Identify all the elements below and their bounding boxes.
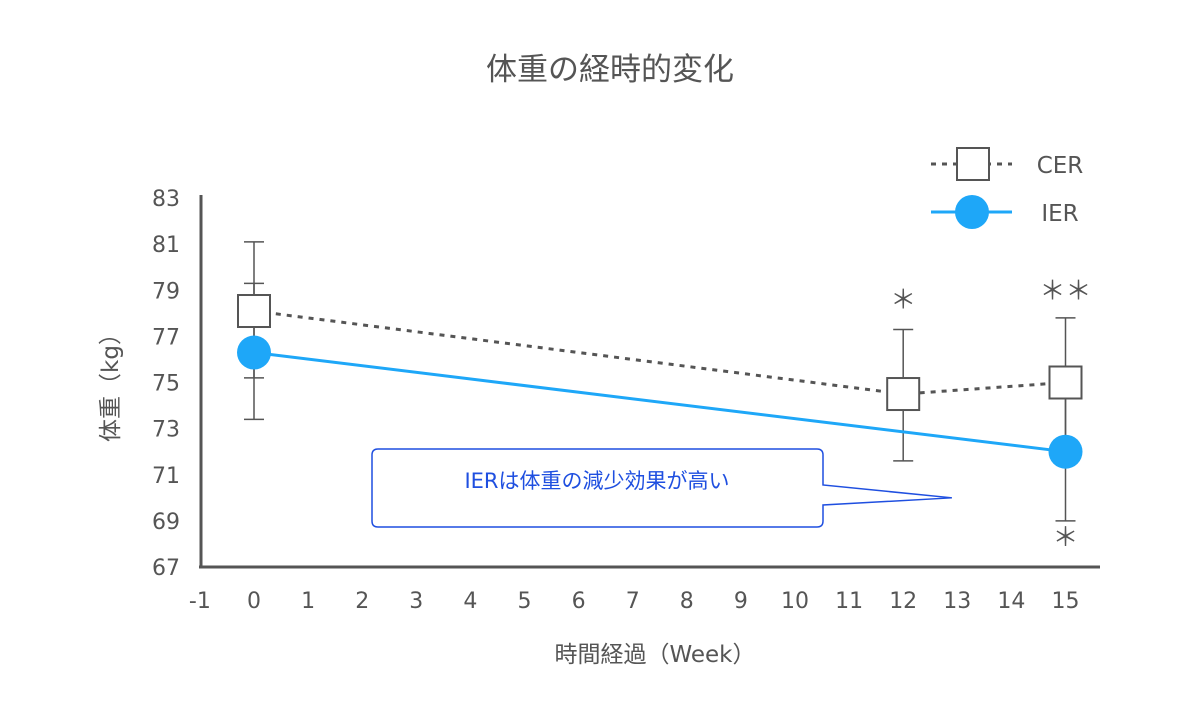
legend: CER IER bbox=[931, 147, 1084, 229]
y-tick-label: 67 bbox=[152, 556, 180, 581]
x-tick-label: 0 bbox=[247, 589, 261, 614]
y-tick-label: 79 bbox=[152, 279, 180, 304]
x-tick-labels: -1 0 1 2 3 4 5 6 7 8 9 10 11 12 13 14 15 bbox=[189, 589, 1080, 614]
y-tick-label: 77 bbox=[152, 325, 180, 350]
x-tick-label: 3 bbox=[409, 589, 423, 614]
legend-ier-label: IER bbox=[1041, 201, 1078, 227]
series-layer bbox=[237, 241, 1083, 522]
callout-shape bbox=[371, 448, 952, 528]
significance-marks: ＊＊＊＊ bbox=[890, 276, 1091, 553]
ier-marker bbox=[237, 335, 271, 370]
x-tick-label: 7 bbox=[626, 589, 640, 614]
x-tick-label: 2 bbox=[355, 589, 369, 614]
significance-mark: ＊＊ bbox=[1039, 276, 1091, 306]
y-tick-label: 83 bbox=[152, 187, 180, 212]
significance-mark: ＊ bbox=[890, 286, 916, 316]
y-axis-label: 体重（kg） bbox=[98, 322, 124, 442]
y-tick-label: 75 bbox=[152, 372, 180, 397]
x-tick-label: 11 bbox=[835, 589, 863, 614]
x-tick-label: 13 bbox=[943, 589, 971, 614]
x-tick-label: 5 bbox=[518, 589, 532, 614]
x-tick-label: -1 bbox=[189, 589, 211, 614]
cer-marker bbox=[237, 294, 271, 329]
x-tick-label: 15 bbox=[1052, 589, 1080, 614]
ier-marker bbox=[1048, 434, 1083, 469]
series-line-cer bbox=[253, 309, 1066, 396]
callout-text: IERは体重の減少効果が高い bbox=[464, 469, 729, 493]
x-tick-label: 14 bbox=[997, 589, 1025, 614]
x-axis-label: 時間経過（Week） bbox=[554, 642, 755, 668]
axes bbox=[199, 195, 1100, 569]
legend-cer-marker bbox=[956, 147, 990, 181]
cer-marker bbox=[1048, 365, 1083, 400]
series-line-ier bbox=[253, 351, 1066, 454]
annotation-callout: IERは体重の減少効果が高い bbox=[371, 448, 952, 528]
y-tick-label: 69 bbox=[152, 510, 180, 535]
y-tick-labels: 67 69 71 73 75 77 79 81 83 bbox=[152, 187, 180, 581]
x-tick-label: 6 bbox=[572, 589, 586, 614]
legend-ier-marker bbox=[955, 195, 989, 229]
y-tick-label: 71 bbox=[152, 464, 180, 489]
x-tick-label: 12 bbox=[889, 589, 917, 614]
x-tick-label: 4 bbox=[463, 589, 477, 614]
legend-cer-label: CER bbox=[1037, 153, 1084, 179]
x-tick-label: 9 bbox=[734, 589, 748, 614]
chart-title: 体重の経時的変化 bbox=[486, 52, 734, 88]
y-tick-label: 81 bbox=[152, 233, 180, 258]
cer-marker bbox=[886, 377, 921, 412]
x-tick-label: 8 bbox=[680, 589, 694, 614]
x-tick-label: 10 bbox=[781, 589, 809, 614]
significance-mark: ＊ bbox=[1052, 523, 1078, 553]
x-tick-label: 1 bbox=[301, 589, 315, 614]
y-tick-label: 73 bbox=[152, 418, 180, 443]
